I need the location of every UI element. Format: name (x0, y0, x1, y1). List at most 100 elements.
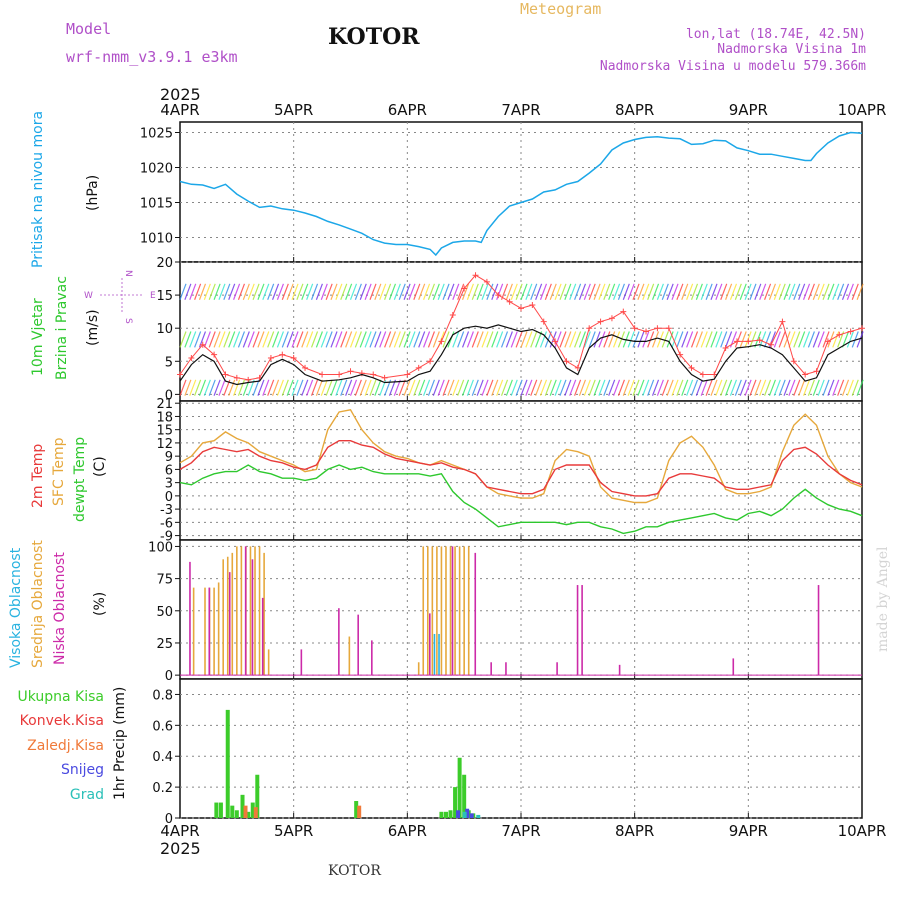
wind-barb (228, 283, 236, 300)
wind-barb (384, 283, 392, 300)
gust-marker (245, 376, 252, 383)
wind-barb (505, 379, 513, 396)
wind-barb (315, 331, 323, 348)
wind-barb (198, 379, 207, 396)
wind-barb (349, 331, 358, 348)
wind-barb (496, 331, 504, 348)
wind-barb (325, 379, 333, 396)
total-precip-bar (462, 774, 467, 818)
top-date-axis: 4APR 5APR 6APR 7APR 8APR 9APR 10APR (160, 101, 886, 119)
wind-barb (578, 379, 587, 396)
gust-marker (506, 298, 513, 305)
compass-s: S (123, 318, 133, 324)
wind-barb (754, 379, 762, 396)
wind-barb (798, 331, 806, 348)
wind-barb (744, 283, 752, 300)
pressure-unit: (hPa) (85, 175, 101, 211)
wind-barb (184, 283, 192, 300)
wind-barb (281, 331, 289, 348)
wind-barb (802, 283, 811, 300)
wind-barb (345, 379, 353, 396)
wind-barb (530, 331, 538, 348)
wind-barb (335, 379, 343, 396)
total-precip-bar (443, 811, 448, 818)
wind-barb (720, 331, 728, 348)
snow-bar (465, 808, 470, 818)
wind-barb (632, 283, 640, 300)
frozen-precip-label: Zaledj.Kisa (27, 738, 104, 754)
snow-bar (456, 810, 461, 818)
top-date-label: 7APR (501, 101, 540, 119)
graupel-bar (476, 814, 481, 818)
wind-barb (286, 379, 294, 396)
wind-barb (413, 331, 421, 348)
wind-barb (666, 379, 674, 396)
wind-barb (418, 331, 426, 348)
total-precip-bar (457, 757, 462, 818)
gust-marker (563, 358, 570, 365)
y-tick-label: 15 (156, 289, 173, 304)
wind-barb (466, 283, 474, 300)
wind-barb (856, 379, 864, 396)
wind-barb (622, 283, 630, 300)
wind-barb (812, 283, 820, 300)
wind-barb (325, 283, 333, 300)
wind-barb (247, 331, 255, 348)
gust-marker (415, 364, 422, 371)
wind-barb (179, 379, 187, 396)
y-tick-label: 15 (156, 424, 173, 439)
wind-barb (267, 379, 275, 396)
y-tick-label: 3 (165, 477, 173, 492)
cloud-panel: 0 25 50 75 100 (148, 539, 863, 684)
wind-barb (608, 331, 616, 348)
wind-barb (715, 379, 723, 396)
gust-marker (529, 302, 536, 309)
bottom-date-label: 6APR (388, 822, 427, 840)
gust-marker (302, 364, 309, 371)
wind-barb (725, 331, 733, 348)
pressure-frame (179, 121, 863, 263)
bottom-date-label: 7APR (501, 822, 540, 840)
y-tick-label: 1015 (140, 197, 173, 212)
wind-barb (242, 331, 250, 348)
wind-barb (549, 283, 557, 300)
wind-barb (647, 379, 655, 396)
wind-barb (822, 331, 830, 348)
sfc-label: SFC Temp (51, 437, 67, 506)
gust-marker (211, 351, 218, 358)
wind-barb (827, 283, 835, 300)
y-tick-label: 0.2 (152, 781, 173, 796)
wind-barb (841, 283, 850, 300)
wind-barb (651, 379, 660, 396)
wind-barb (725, 379, 733, 396)
wind-barb (345, 331, 353, 348)
wind-barb (817, 283, 825, 300)
bottom-date-axis: 4APR 5APR 6APR 7APR 8APR 9APR 10APR (160, 822, 886, 840)
wind-barb (413, 283, 421, 300)
wind-barb (622, 379, 630, 396)
wind-barb (340, 283, 348, 300)
wind-barb (578, 331, 587, 348)
wind-barb (598, 379, 606, 396)
wind-barb (588, 283, 596, 300)
wind-barb (486, 379, 494, 396)
wind-barb (306, 379, 314, 396)
wind-barb (671, 379, 679, 396)
wind-unit: (m/s) (85, 309, 101, 346)
wind-barb (574, 283, 582, 300)
wind-barb (695, 379, 703, 396)
gust-marker (188, 354, 195, 361)
wind-barb (666, 331, 674, 348)
wind-barb (359, 379, 367, 396)
footer-station: KOTOR (328, 863, 381, 879)
wind-barb (846, 379, 854, 396)
wind-barb (398, 379, 406, 396)
low-cloud-label: Niska Oblacnost (52, 552, 68, 665)
wind-panel: 0 5 10 15 20 (156, 256, 865, 403)
wind-barb (330, 379, 338, 396)
y-tick-label: 9 (165, 450, 173, 465)
compass-e: E (150, 291, 156, 301)
wind-barb (179, 283, 187, 300)
y-tick-label: 20 (156, 256, 173, 271)
